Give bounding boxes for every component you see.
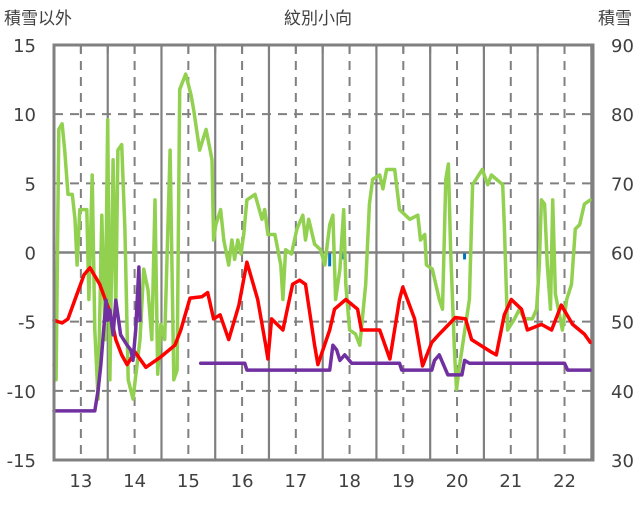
left-tick-label: 5: [25, 174, 36, 195]
left-tick-label: -10: [7, 382, 36, 403]
x-tick-label: 21: [499, 471, 522, 492]
x-tick-label: 13: [69, 471, 92, 492]
x-tick-label: 15: [177, 471, 200, 492]
left-axis-label: 積雪以外: [4, 9, 72, 29]
x-tick-label: 19: [392, 471, 415, 492]
right-tick-label: 80: [611, 105, 634, 126]
right-tick-label: 40: [611, 382, 634, 403]
series-layer: [52, 72, 593, 413]
right-tick-label: 60: [611, 244, 634, 265]
x-tick-label: 18: [338, 471, 361, 492]
x-tick-label: 17: [284, 471, 307, 492]
x-tick-label: 22: [553, 471, 576, 492]
right-tick-label: 50: [611, 313, 634, 334]
right-tick-label: 90: [611, 36, 634, 57]
left-tick-label: 10: [13, 105, 36, 126]
top-tick-marks: [53, 45, 593, 53]
series-line-red: [52, 260, 593, 370]
right-tick-label: 30: [611, 451, 634, 472]
right-axis-label: 積雪: [598, 9, 632, 29]
series-line-purple: [52, 265, 593, 413]
x-tick-label: 16: [231, 471, 254, 492]
chart-title: 紋別小向: [284, 9, 352, 29]
left-tick-label: 15: [13, 36, 36, 57]
x-tick-label: 14: [123, 471, 146, 492]
right-tick-label: 70: [611, 174, 634, 195]
left-tick-label: 0: [25, 244, 36, 265]
series-line-green: [52, 72, 593, 401]
left-tick-label: -5: [18, 313, 36, 334]
left-tick-label: -15: [7, 451, 36, 472]
x-tick-label: 20: [446, 471, 469, 492]
